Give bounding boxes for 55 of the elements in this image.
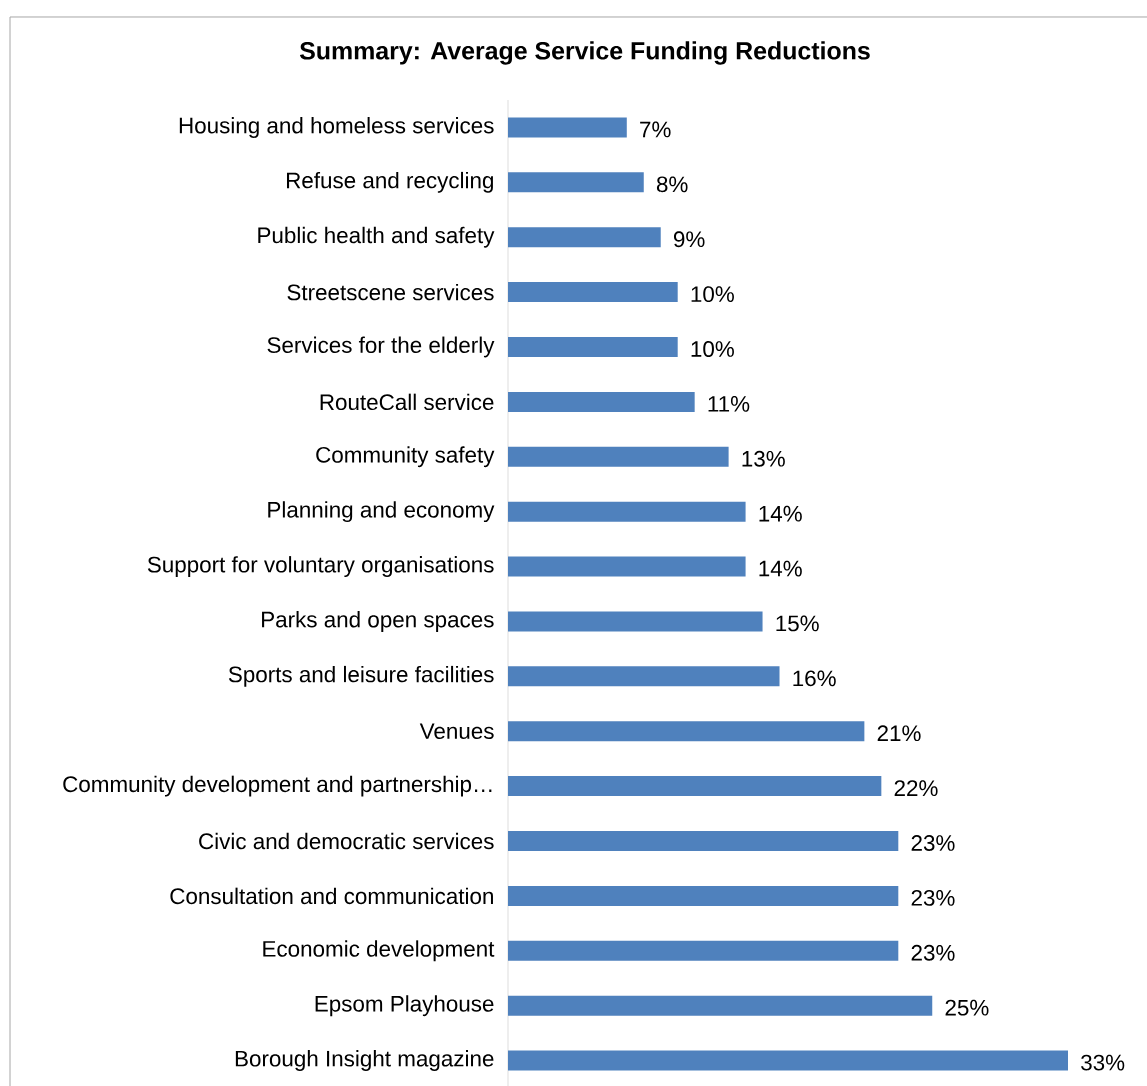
bar (508, 501, 746, 522)
y-tick-label: Housing and homeless services (179, 116, 494, 138)
y-tick-label: Parks and open spaces (262, 611, 494, 632)
bar (508, 776, 882, 797)
data-label: 25% (945, 999, 989, 1016)
y-tick-label: Venues (419, 723, 494, 740)
y-tick-label: Civic and democratic services (199, 832, 494, 850)
data-label: 22% (894, 780, 938, 796)
y-tick-label: Refuse and recycling (286, 171, 493, 193)
data-label: 10% (691, 286, 734, 303)
data-label: 14% (759, 505, 802, 522)
bar (508, 172, 644, 193)
bar (508, 337, 678, 357)
data-label: 15% (776, 615, 819, 632)
bar (508, 556, 746, 577)
data-label: 23% (911, 889, 955, 906)
bar (508, 940, 899, 961)
y-tick-label: Sports and leisure facilities (228, 665, 494, 687)
data-label: 23% (911, 944, 955, 961)
y-tick-label: RouteCall service (320, 393, 494, 411)
data-label: 7% (640, 121, 671, 138)
bar (508, 227, 661, 248)
data-label: 9% (673, 231, 705, 248)
y-tick-label: Services for the elderly (267, 336, 495, 358)
bar (508, 611, 763, 632)
bar (508, 117, 627, 138)
bar (508, 282, 678, 303)
data-label: 10% (691, 341, 734, 357)
data-label: 13% (742, 450, 785, 467)
chart-title: Summary: Average Service Funding Reductions (299, 41, 870, 65)
bar (508, 995, 933, 1016)
bar (508, 831, 899, 852)
bar (508, 446, 729, 467)
data-label: 21% (877, 725, 921, 742)
data-label: 33% (1081, 1054, 1125, 1071)
y-tick-label: Planning and economy (268, 501, 495, 523)
bar (508, 885, 899, 906)
y-tick-label: Community development and partnership… (63, 775, 492, 797)
y-tick-label: Streetscene services (287, 283, 494, 301)
bar (508, 721, 865, 742)
bar (508, 391, 695, 412)
bar (508, 666, 780, 687)
bar (508, 1050, 1068, 1071)
y-tick-label: Epsom Playhouse (315, 995, 494, 1017)
y-tick-label: Borough Insight magazine (235, 1050, 494, 1072)
data-label: 16% (793, 670, 836, 687)
data-label: 11% (708, 396, 750, 412)
data-label: 14% (759, 560, 802, 577)
y-tick-label: Consultation and communication (170, 887, 493, 905)
y-tick-label: Public health and safety (258, 226, 495, 248)
data-label: 23% (911, 835, 955, 851)
y-tick-label: Economic development (263, 940, 495, 962)
y-tick-label: Community safety (316, 446, 495, 468)
data-label: 8% (656, 176, 688, 193)
y-tick-label: Support for voluntary organisations (147, 556, 494, 578)
